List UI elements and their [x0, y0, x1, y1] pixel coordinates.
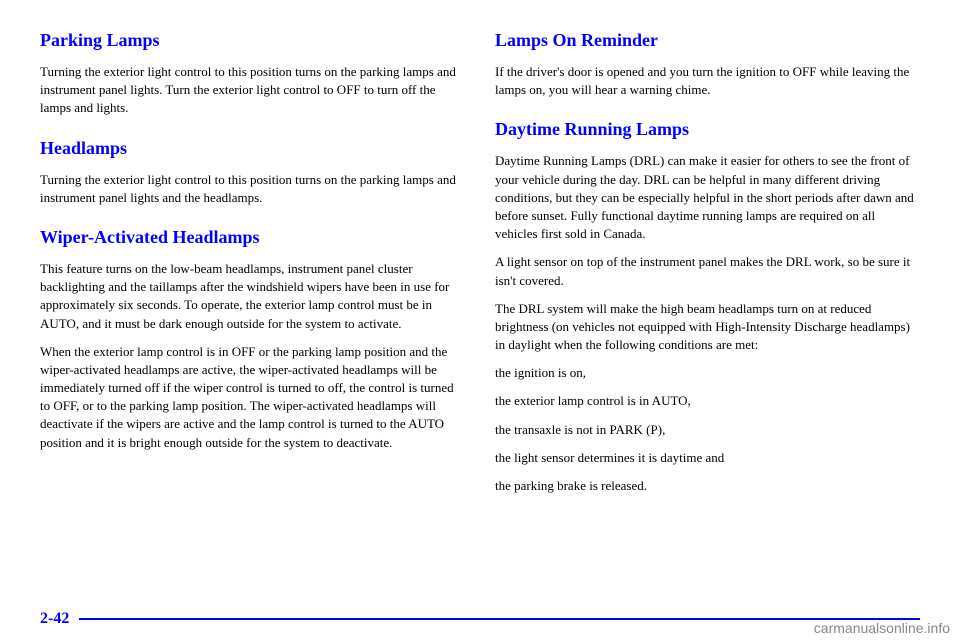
footer-line [79, 618, 920, 620]
headlamps-heading: Headlamps [40, 138, 465, 159]
drl-bullet2: the exterior lamp control is in AUTO, [495, 392, 920, 410]
headlamps-body: Turning the exterior light control to th… [40, 171, 465, 207]
drl-body1: Daytime Running Lamps (DRL) can make it … [495, 152, 920, 243]
right-column: Lamps On Reminder If the driver's door i… [495, 30, 920, 560]
drl-body3: The DRL system will make the high beam h… [495, 300, 920, 355]
page-footer: 2-42 [40, 610, 920, 628]
page-number: 2-42 [40, 610, 69, 628]
drl-bullet1: the ignition is on, [495, 364, 920, 382]
wiper-activated-heading: Wiper-Activated Headlamps [40, 227, 465, 248]
parking-lamps-body: Turning the exterior light control to th… [40, 63, 465, 118]
lamps-on-reminder-heading: Lamps On Reminder [495, 30, 920, 51]
drl-bullet5: the parking brake is released. [495, 477, 920, 495]
drl-heading: Daytime Running Lamps [495, 119, 920, 140]
drl-bullet4: the light sensor determines it is daytim… [495, 449, 920, 467]
wiper-activated-body2: When the exterior lamp control is in OFF… [40, 343, 465, 452]
page-content: Parking Lamps Turning the exterior light… [0, 0, 960, 580]
left-column: Parking Lamps Turning the exterior light… [40, 30, 465, 560]
lamps-on-reminder-body: If the driver's door is opened and you t… [495, 63, 920, 99]
drl-bullet3: the transaxle is not in PARK (P), [495, 421, 920, 439]
parking-lamps-heading: Parking Lamps [40, 30, 465, 51]
wiper-activated-body1: This feature turns on the low-beam headl… [40, 260, 465, 333]
watermark: carmanualsonline.info [814, 620, 950, 636]
drl-body2: A light sensor on top of the instrument … [495, 253, 920, 289]
